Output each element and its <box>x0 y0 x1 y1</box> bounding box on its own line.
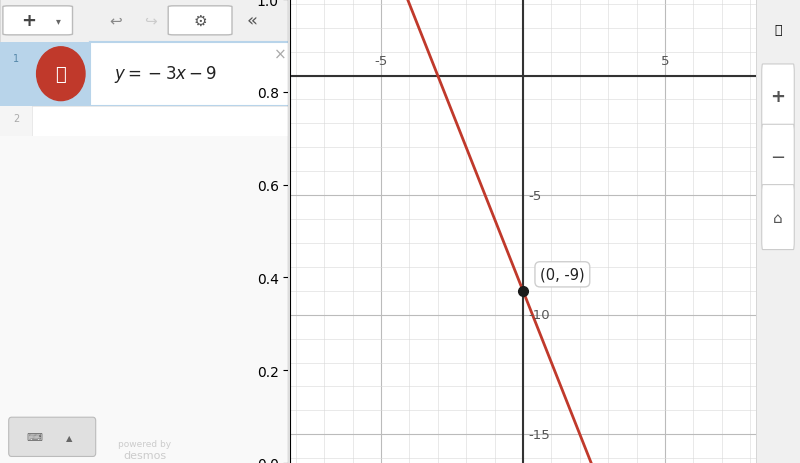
Text: -15: -15 <box>528 428 550 441</box>
Text: ↪: ↪ <box>145 13 157 28</box>
Text: +: + <box>22 13 37 30</box>
Text: ⌂: ⌂ <box>773 210 783 225</box>
Text: powered by: powered by <box>118 439 171 448</box>
Text: 5: 5 <box>661 55 670 68</box>
Text: -5: -5 <box>528 189 542 202</box>
FancyBboxPatch shape <box>3 7 73 36</box>
Text: −: − <box>770 149 786 166</box>
Text: 𝓝: 𝓝 <box>55 66 66 83</box>
FancyBboxPatch shape <box>762 65 794 130</box>
Text: ▲: ▲ <box>66 433 73 442</box>
Text: 🔧: 🔧 <box>774 24 782 37</box>
Text: ▾: ▾ <box>55 16 61 26</box>
Text: ↩: ↩ <box>110 13 122 28</box>
Text: «: « <box>246 13 258 30</box>
Text: +: + <box>770 88 786 106</box>
FancyBboxPatch shape <box>762 185 794 250</box>
Text: -5: -5 <box>374 55 387 68</box>
FancyBboxPatch shape <box>168 7 232 36</box>
Text: ⌨: ⌨ <box>26 432 43 443</box>
Text: -10: -10 <box>528 308 550 321</box>
Circle shape <box>37 48 85 101</box>
FancyBboxPatch shape <box>9 417 96 457</box>
Text: 1: 1 <box>13 54 19 64</box>
Text: $y = -3x - 9$: $y = -3x - 9$ <box>114 64 218 85</box>
Text: desmos: desmos <box>123 450 166 460</box>
Text: ×: × <box>274 48 286 63</box>
Text: 2: 2 <box>13 114 19 124</box>
Text: (0, -9): (0, -9) <box>540 267 585 282</box>
Text: ⚙: ⚙ <box>194 14 207 29</box>
FancyBboxPatch shape <box>762 125 794 190</box>
